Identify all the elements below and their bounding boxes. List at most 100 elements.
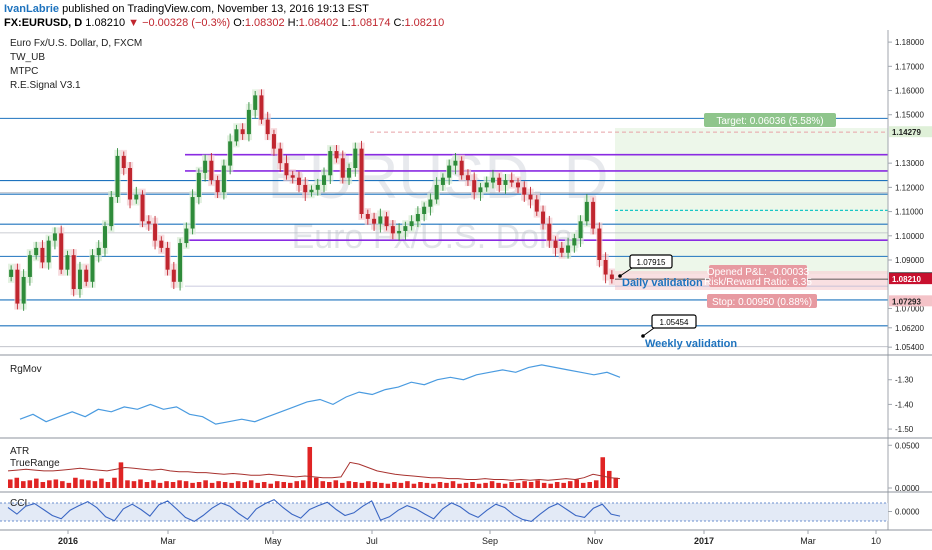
pnl-label: Opened P&L: -0.00033 [707, 267, 810, 278]
truerange-bar [177, 480, 182, 488]
candle-body [21, 276, 26, 304]
truerange-bar [144, 482, 150, 488]
candle-body [228, 141, 233, 166]
candlesticks [8, 89, 615, 311]
truerange-bar [8, 479, 13, 488]
candle-body [547, 223, 552, 241]
truerange-bar [561, 482, 566, 488]
time-tick-label: Sep [482, 536, 498, 546]
atr-line [7, 461, 621, 481]
truerange-bar [333, 480, 339, 488]
daily-box [629, 254, 673, 269]
indicator-resignal: R.E.Signal V3.1 [10, 80, 81, 91]
candle-body [528, 194, 533, 200]
candle-body [353, 148, 358, 168]
candle-body [478, 187, 483, 193]
candle-body [334, 151, 339, 159]
candle-body [309, 189, 314, 193]
daily-pointer [619, 267, 633, 277]
truerange-bar [307, 446, 313, 488]
daily-box-value: 1.07915 [637, 258, 666, 267]
candle-body [265, 119, 270, 135]
atr-tick-label: 0.0000 [895, 484, 920, 493]
candle-body [171, 269, 176, 282]
truerange-bar [112, 477, 117, 488]
candle-body [259, 95, 264, 120]
truerange-bar [27, 480, 33, 488]
rgmov-line [19, 364, 621, 425]
pnl-label-bg [709, 265, 807, 287]
truerange-bar [574, 479, 579, 488]
truerange-bar [372, 482, 378, 488]
candle-body [403, 226, 408, 231]
candle-body [559, 247, 564, 253]
candle-body [9, 269, 14, 277]
truerange-bar [515, 482, 521, 488]
candle-body [516, 182, 521, 188]
truerange-bar [411, 483, 417, 488]
candle-body [290, 175, 295, 178]
candle-body [221, 165, 226, 193]
candle-body [146, 221, 151, 224]
truerange-bar [261, 482, 267, 488]
truerange-bar [14, 477, 20, 488]
candle-body [196, 172, 201, 198]
candle-body [184, 228, 189, 244]
open-label: O: [233, 17, 245, 29]
candle-body [572, 238, 577, 246]
truerange-bar [47, 480, 52, 488]
truerange-bar [489, 481, 495, 488]
candle-body [490, 177, 495, 183]
candle-body [378, 216, 383, 224]
candle-body [609, 274, 614, 280]
open-value: 1.08302 [244, 17, 285, 29]
time-tick-label: Jul [366, 536, 378, 546]
candle-body [215, 180, 220, 193]
truerange-bar [300, 480, 306, 488]
truerange-bar [327, 482, 332, 488]
truerange-bar [587, 482, 593, 488]
candle-body [115, 155, 120, 198]
candle-body [153, 223, 158, 241]
truerange-bar [502, 483, 508, 488]
truerange-bar [255, 482, 260, 488]
candle-body [509, 180, 514, 183]
rgmov-axis: -1.30 -1.40 -1.50 [888, 376, 914, 434]
candle-body [390, 226, 395, 234]
ohlc-line: FX:EURUSD, D 1.08210 ▼ −0.00328 (−0.3%) … [4, 17, 444, 29]
truerange-bar [567, 481, 573, 488]
truerange-bar [138, 479, 143, 488]
daily-validation-label: Daily validation [622, 277, 703, 289]
author-link[interactable]: IvanLabrie [4, 3, 60, 15]
candle-body [597, 228, 602, 260]
cci-axis: 0.0000 [888, 508, 920, 517]
daily-dot [618, 274, 622, 278]
truerange-bar [105, 482, 111, 488]
indicator-mtpc: MTPC [10, 66, 39, 77]
target-label: Target: 0.06036 (5.58%) [716, 116, 823, 127]
close-value: 1.08210 [404, 17, 445, 29]
candle-body [27, 255, 32, 277]
truerange-bar [385, 483, 391, 488]
time-tick-label: Mar [160, 536, 176, 546]
time-tick-label: Mar [800, 536, 816, 546]
truerange-bar [268, 483, 273, 488]
candle-body [591, 201, 596, 229]
indicator-twub: TW_UB [10, 52, 45, 63]
truerange-bar [463, 482, 469, 488]
truerange-bar [450, 481, 456, 488]
weekly-box [651, 314, 697, 329]
candle-body [484, 182, 489, 188]
truerange-bar [398, 482, 404, 488]
truerange-bar [164, 481, 169, 488]
cci-title: CCI [10, 498, 27, 509]
candle-body [584, 201, 589, 222]
candle-body [534, 199, 539, 212]
candle-body [234, 129, 239, 142]
time-axis: 2016 Mar May Jul Sep Nov 2017 Mar 10 [58, 530, 881, 546]
candle-body [203, 160, 208, 173]
truerange-bar [92, 481, 98, 488]
candle-body [209, 160, 214, 181]
candle-body [522, 187, 527, 195]
candle-body [440, 177, 445, 185]
